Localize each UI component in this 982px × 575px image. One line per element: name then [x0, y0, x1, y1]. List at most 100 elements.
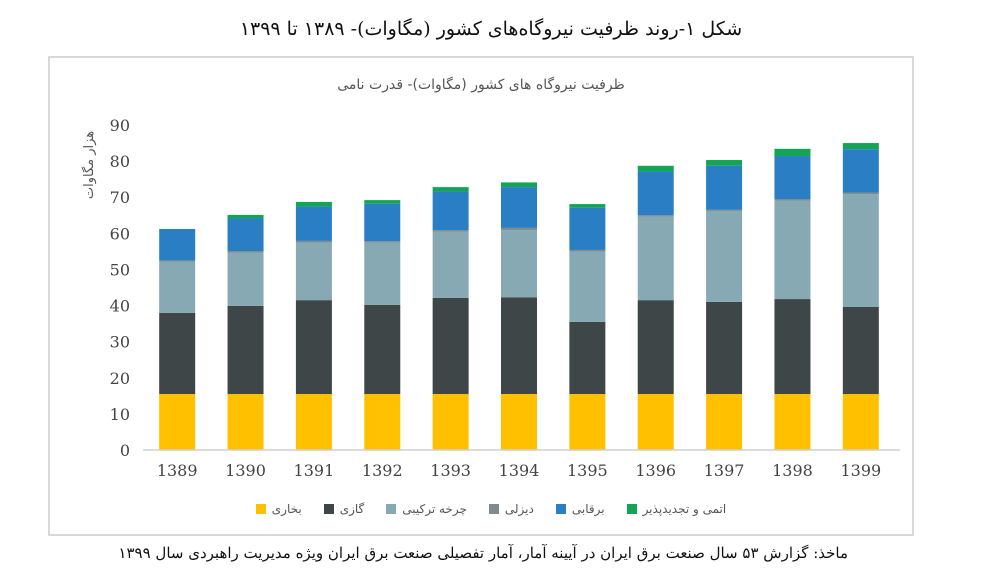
bar-segment: [706, 209, 743, 211]
bar-segment: [842, 394, 879, 450]
legend-item: چرخه ترکیبی: [386, 502, 467, 516]
bar-segment: [159, 394, 196, 450]
x-tick-label: 1395: [567, 461, 608, 480]
bar-segment: [637, 216, 674, 301]
bar-segment: [159, 229, 196, 261]
bar-segment: [227, 214, 264, 219]
bar-segment: [501, 227, 537, 231]
source-caption: ماخذ: گزارش ۵۳ سال صنعت برق ایران در آیی…: [118, 544, 848, 562]
legend-item: دیزلی: [488, 502, 534, 516]
y-tick-label: 40: [110, 297, 130, 316]
x-tick-label: 1390: [225, 461, 266, 480]
legend-item: برقابی: [555, 502, 605, 516]
bar-segment: [364, 242, 401, 305]
y-tick-label: 20: [110, 369, 130, 388]
bar-segment: [432, 297, 469, 395]
chart-title: ظرفیت نیروگاه های کشور (مگاوات)- قدرت نا…: [337, 77, 625, 93]
bar-segment: [227, 394, 264, 450]
bar-segment: [432, 231, 469, 298]
bar-segment: [569, 251, 606, 322]
legend-swatch: [626, 504, 637, 514]
bar-segment: [364, 203, 401, 242]
bar-segment: [706, 160, 743, 166]
bar-segment: [774, 148, 811, 157]
legend-swatch: [555, 504, 566, 514]
bar-segment: [569, 321, 606, 395]
bar-segment: [364, 304, 401, 395]
bar-segment: [432, 187, 469, 192]
bar-segment: [842, 149, 879, 193]
x-tick-label: 1398: [772, 461, 813, 480]
bar-segment: [774, 394, 811, 450]
y-tick-label: 0: [120, 441, 130, 460]
bar-segment: [637, 215, 674, 217]
bar-segment: [295, 394, 332, 450]
bar-segment: [637, 394, 674, 450]
bar-segment: [774, 156, 811, 200]
legend: بخاری گازی چرخه ترکیبی دیزلی برقابی اتمی و تج…: [0, 502, 982, 516]
bar-segment: [706, 394, 743, 450]
bar-segment: [295, 242, 332, 301]
bar-segment: [637, 300, 674, 395]
bar-segment: [842, 307, 879, 395]
bar-segment: [569, 394, 606, 450]
legend-label: گازی: [339, 502, 365, 516]
legend-swatch: [323, 504, 334, 514]
bar-segment: [227, 218, 264, 252]
legend-label: اتمی و تجدیدپذیر: [642, 502, 727, 516]
bar-segment: [637, 165, 674, 172]
y-axis-label: هزار مگاوات: [81, 131, 97, 199]
bar-segment: [364, 200, 401, 204]
bar-segment: [501, 187, 537, 228]
bar-segment: [159, 260, 196, 262]
legend-label: دیزلی: [504, 502, 534, 516]
bar-segment: [501, 297, 537, 395]
legend-swatch: [386, 504, 397, 514]
bar-segment: [364, 241, 401, 243]
bar-segment: [774, 199, 811, 201]
legend-label: برقابی: [571, 502, 605, 516]
bar-segment: [227, 305, 264, 395]
x-tick-label: 1399: [840, 461, 881, 480]
bar-segment: [842, 192, 879, 195]
bar-segment: [706, 165, 743, 210]
bar-segment: [706, 301, 743, 395]
bar-segment: [501, 394, 537, 450]
bar-segment: [501, 230, 537, 298]
x-tick-label: 1389: [157, 461, 198, 480]
bar-segment: [432, 230, 469, 232]
legend-label: بخاری: [271, 502, 302, 516]
y-tick-label: 50: [110, 260, 130, 279]
x-tick-label: 1394: [499, 461, 540, 480]
y-tick-label: 70: [110, 188, 130, 207]
bar-segment: [569, 249, 606, 252]
legend-item: اتمی و تجدیدپذیر: [626, 502, 727, 516]
y-tick-label: 80: [110, 152, 130, 171]
legend-swatch: [488, 504, 499, 514]
legend-item: گازی: [323, 502, 365, 516]
bar-segment: [227, 252, 264, 306]
bar-segment: [432, 394, 469, 450]
x-tick-label: 1392: [362, 461, 403, 480]
bar-segment: [295, 201, 332, 207]
bar-segment: [569, 207, 606, 250]
y-tick-label: 90: [110, 116, 130, 135]
legend-swatch: [255, 504, 266, 514]
bar-segment: [842, 194, 879, 307]
bar-segment: [569, 204, 606, 208]
bar-segment: [159, 312, 196, 395]
y-tick-label: 60: [110, 224, 130, 243]
bar-segment: [501, 182, 537, 188]
bar-segment: [295, 300, 332, 395]
bar-segment: [774, 200, 811, 300]
legend-label: چرخه ترکیبی: [402, 502, 467, 516]
bar-segment: [637, 171, 674, 216]
legend-item: بخاری: [255, 502, 302, 516]
bar-segment: [159, 261, 196, 313]
bar-segment: [295, 206, 332, 241]
bar-segment: [227, 251, 264, 253]
bar-segment: [364, 394, 401, 450]
chart-frame: [48, 56, 914, 536]
bar-segment: [432, 191, 469, 231]
